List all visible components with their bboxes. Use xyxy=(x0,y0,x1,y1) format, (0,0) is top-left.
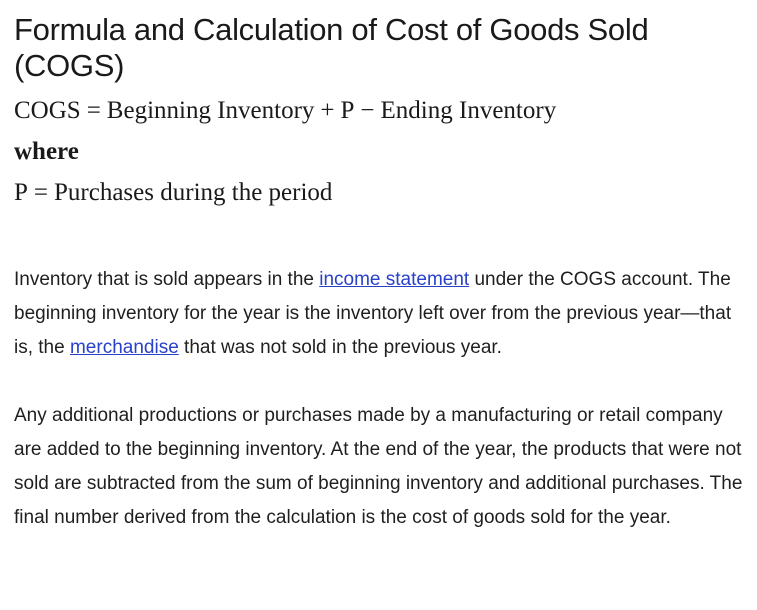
formula-lhs: COGS xyxy=(14,97,81,124)
formula-definition: P = Purchases during the period xyxy=(14,172,744,213)
section-heading: Formula and Calculation of Cost of Goods… xyxy=(14,12,649,83)
definition-equals-sign: = xyxy=(33,179,49,206)
formula-block: COGS = Beginning Inventory + P − Ending Invent… xyxy=(14,90,744,213)
equals-sign: = xyxy=(86,97,101,124)
plus-sign: + xyxy=(320,97,335,124)
income-statement-link[interactable]: income statement xyxy=(319,269,470,290)
formula-term-ending-inventory: Ending Inventory xyxy=(380,97,557,124)
formula-term-purchases: P xyxy=(340,97,355,124)
formula-term-beginning-inventory: Beginning Inventory xyxy=(106,97,315,124)
paragraph-inventory-sold: Inventory that is sold appears in the in… xyxy=(14,263,744,365)
definition-lhs: P xyxy=(14,179,28,206)
paragraph1-text-part2: under the COGS account. The beginning in… xyxy=(14,269,732,358)
article-section: Formula and Calculation of Cost of Goods… xyxy=(14,12,744,535)
merchandise-link[interactable]: merchandise xyxy=(69,337,179,358)
cogs-formula: COGS = Beginning Inventory + P − Ending Invent… xyxy=(14,90,744,131)
paragraph-additional-purchases: Any additional productions or purchases … xyxy=(14,405,743,528)
paragraph1-text-part3: that was not sold in the previous year. xyxy=(178,337,502,358)
definition-rhs: Purchases during the period xyxy=(54,179,333,206)
paragraph1-text-part1: Inventory that is sold appears in the xyxy=(14,269,320,290)
formula-where: where xyxy=(14,138,79,165)
minus-sign: − xyxy=(360,97,375,124)
